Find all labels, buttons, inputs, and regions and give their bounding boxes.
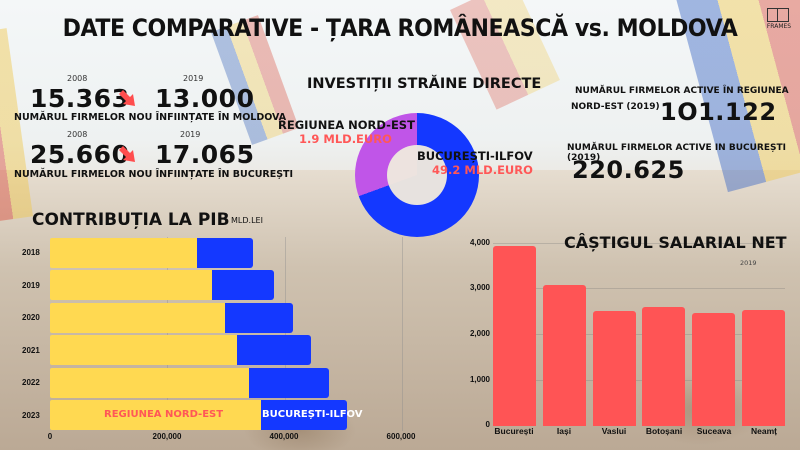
donut-label-bucuresti: BUCUREȘTI-ILFOV — [417, 149, 533, 163]
x-category: Neamț — [751, 426, 777, 436]
year-from: 2008 — [67, 74, 88, 83]
pib-title: CONTRIBUȚIA LA PIB — [32, 210, 230, 230]
pib-row-label: 2022 — [22, 378, 40, 387]
donut-value-bucuresti: 49.2 MLD.EURO — [432, 163, 533, 177]
pib-bar-nord-est-2019 — [50, 270, 212, 300]
y-tick: 2,000 — [469, 329, 490, 338]
wage-title: CÂȘTIGUL SALARIAL NET — [564, 233, 787, 252]
stat-caption: NUMĂRUL FIRMELOR NOU ÎNFIINȚATE ÎN BUCUR… — [14, 169, 294, 180]
value-to: 17.065 — [155, 140, 255, 169]
wage-bar-vaslui — [593, 311, 636, 426]
wage-bar-bucuresti — [493, 246, 536, 426]
x-category: Iași — [556, 426, 572, 436]
pib-bar-bucuresti-2019 — [212, 270, 274, 300]
pib-bar-bucuresti-2018 — [197, 238, 253, 268]
donut-hole — [387, 145, 447, 205]
stat-caption: NUMĂRUL FIRMELOR ACTIVE ÎN REGIUNEA — [575, 86, 789, 96]
wage-bar-iasi — [543, 285, 586, 426]
pib-bar-bucuresti-2023 — [261, 400, 347, 430]
y-tick: 1,000 — [469, 375, 490, 384]
series-label-bucuresti: BUCUREȘTI-ILFOV — [262, 409, 363, 420]
page-title: DATE COMPARATIVE - ȚARA ROMÂNEASCĂ vs. M… — [62, 14, 738, 42]
stat-value: 220.625 — [572, 156, 685, 184]
x-tick: 200,000 — [152, 432, 182, 441]
x-category: București — [494, 426, 534, 436]
x-tick: 600,000 — [386, 432, 416, 441]
y-tick: 4,000 — [469, 238, 490, 247]
y-tick: 3,000 — [469, 283, 490, 292]
pib-bar-nord-est-2021 — [50, 335, 237, 365]
pib-bar-bucuresti-2021 — [237, 335, 311, 365]
y-tick: 0 — [485, 420, 490, 429]
pib-row-label: 2023 — [22, 411, 40, 420]
wage-bar-suceava — [692, 313, 735, 426]
donut-title: INVESTIȚII STRĂINE DIRECTE — [307, 76, 542, 92]
pib-bar-bucuresti-2020 — [225, 303, 293, 333]
x-category: Suceava — [696, 426, 732, 436]
arrow-down-right-icon — [119, 146, 135, 162]
pib-bar-nord-est-2020 — [50, 303, 225, 333]
logo-text: FRAMES — [766, 23, 792, 30]
wage-subtitle: 2019 — [740, 259, 757, 267]
pib-bar-bucuresti-2022 — [249, 368, 329, 398]
wage-bar-botosani — [642, 307, 685, 426]
year-from: 2008 — [67, 130, 88, 139]
stat-caption: NORD-EST (2019) — [571, 102, 660, 112]
pib-bar-nord-est-2023 — [50, 400, 261, 430]
donut-label-nord-est: REGIUNEA NORD-EST — [278, 118, 415, 132]
x-tick: 400,000 — [269, 432, 299, 441]
year-to: 2019 — [183, 74, 204, 83]
stat-value: 1O1.122 — [660, 98, 777, 126]
pib-row-label: 2021 — [22, 346, 40, 355]
value-from: 25.660 — [30, 140, 130, 169]
pib-unit: MLD.LEI — [231, 216, 263, 225]
pib-row-label: 2019 — [22, 281, 40, 290]
value-from: 15.363 — [30, 84, 130, 113]
series-label-nord-est: REGIUNEA NORD-EST — [104, 409, 224, 420]
x-category: Vaslui — [601, 426, 627, 436]
pib-row-label: 2020 — [22, 313, 40, 322]
stat-caption: NUMĂRUL FIRMELOR NOU ÎNFIINȚATE ÎN MOLDO… — [14, 112, 287, 123]
pib-bar-nord-est-2022 — [50, 368, 249, 398]
stat-caption: NUMĂRUL FIRMELOR ACTIVE IN BUCUREȘTI (20… — [567, 143, 786, 163]
value-to: 13.000 — [155, 84, 255, 113]
arrow-down-right-icon — [119, 90, 135, 106]
book-icon — [767, 8, 789, 22]
x-tick: 0 — [47, 432, 53, 441]
donut-value-nord-est: 1.9 MLD.EURO — [299, 132, 392, 146]
frames-logo: FRAMES — [764, 8, 794, 32]
pib-row-label: 2018 — [22, 248, 40, 257]
x-category: Botoșani — [645, 426, 683, 436]
pib-bar-nord-est-2018 — [50, 238, 197, 268]
year-to: 2019 — [180, 130, 201, 139]
wage-bar-neamt — [742, 310, 785, 426]
